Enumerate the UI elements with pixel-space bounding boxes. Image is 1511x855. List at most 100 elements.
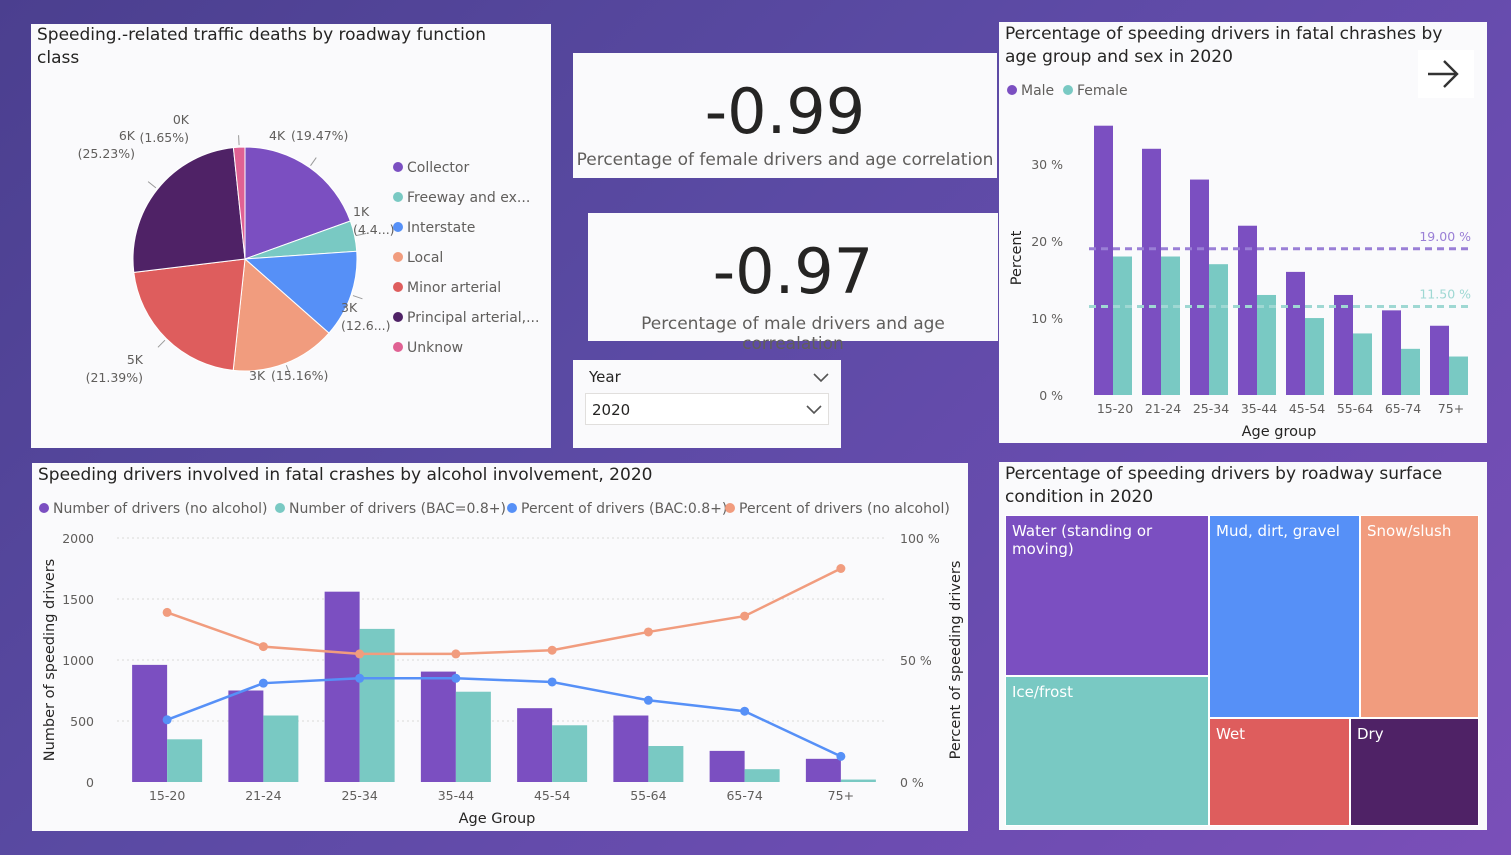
chevron-down-icon[interactable] [806,405,822,415]
agesex-legend-item[interactable]: Male [1007,83,1054,99]
agesex-bar[interactable] [1430,325,1449,395]
agesex-bar[interactable] [1161,256,1180,396]
treemap-cell[interactable]: Snow/slush [1360,515,1479,718]
treemap-cell[interactable]: Wet [1209,718,1350,826]
alcohol-line [166,677,842,758]
pie-legend-item[interactable]: Local [393,250,443,266]
pie-value-label: 6K [119,128,136,143]
treemap-cell[interactable]: Mud, dirt, gravel [1209,515,1360,718]
alcohol-bar[interactable] [167,739,203,782]
pie-slice[interactable] [133,258,246,371]
pie-pct-label: (4.4...) [353,222,395,237]
pie-legend-item[interactable]: Principal arterial,... [393,310,539,326]
alcohol-line-point[interactable] [740,611,750,621]
alcohol-bar[interactable] [805,758,841,782]
alcohol-bar[interactable] [744,769,780,782]
alcohol-panel: Speeding drivers involved in fatal crash… [32,463,968,831]
pie-slice[interactable] [243,250,358,334]
agesex-bar[interactable] [1238,225,1257,395]
legend-dot [393,222,403,232]
alcohol-line-point[interactable] [451,673,461,683]
agesex-bar[interactable] [1401,348,1420,395]
agesex-bar[interactable] [1449,356,1468,395]
pie-pct-label: (1.65%) [140,130,189,145]
year-slicer-header[interactable]: Year [589,366,829,390]
alcohol-legend-item[interactable]: Percent of drivers (no alcohol) [725,501,950,517]
agesex-bar[interactable] [1209,264,1228,395]
treemap-cell[interactable]: Dry [1350,718,1479,826]
agesex-bar[interactable] [1286,271,1305,395]
pie-slice[interactable] [232,146,246,260]
treemap-cell[interactable]: Water (standing or moving) [1005,515,1209,676]
agesex-bar[interactable] [1190,179,1209,395]
alcohol-line-point[interactable] [643,627,653,637]
agesex-bar[interactable] [1334,294,1353,395]
alcohol-legend-item[interactable]: Number of drivers (no alcohol) [39,501,267,517]
alcohol-line-point[interactable] [740,706,750,716]
alcohol-line-point[interactable] [547,677,557,687]
alcohol-line-point[interactable] [643,695,653,705]
alcohol-bar[interactable] [324,591,360,782]
agesex-bar[interactable] [1113,256,1132,396]
x-tick-label: 25-34 [341,788,377,803]
agesex-bar[interactable] [1305,318,1324,395]
chevron-down-icon[interactable] [813,373,829,383]
alcohol-bar[interactable] [228,690,264,783]
alcohol-line-point[interactable] [836,751,846,761]
alcohol-line-point[interactable] [355,649,365,659]
pie-slice[interactable] [232,257,330,372]
x-axis-title: Age group [1242,424,1317,440]
alcohol-bar[interactable] [840,779,876,782]
legend-label: Male [1021,83,1055,99]
alcohol-line-point[interactable] [258,678,268,688]
alcohol-bar[interactable] [709,750,745,782]
alcohol-bar[interactable] [613,715,649,782]
alcohol-line-point[interactable] [836,564,846,573]
x-tick-label: 45-54 [1289,401,1325,416]
alcohol-bar[interactable] [132,664,168,782]
legend-dot [393,312,403,322]
alcohol-bar[interactable] [263,715,299,782]
alcohol-line-point[interactable] [451,649,461,659]
legend-dot [393,282,403,292]
year-dropdown[interactable]: 2020 [585,393,829,425]
pie-slice[interactable] [132,147,246,273]
alcohol-legend-item[interactable]: Number of drivers (BAC=0.8+) [275,501,506,517]
treemap-panel: Percentage of speeding drivers by roadwa… [999,462,1487,830]
treemap-cell[interactable]: Ice/frost [1005,676,1209,826]
alcohol-bar[interactable] [420,671,456,782]
agesex-bar[interactable] [1257,294,1276,395]
alcohol-bar[interactable] [648,746,684,782]
next-arrow-button[interactable] [1418,50,1474,98]
treemap-cell-label: Snow/slush [1367,522,1452,540]
alcohol-line-point[interactable] [355,673,365,683]
agesex-bar[interactable] [1094,125,1113,395]
alcohol-line-point[interactable] [162,607,172,617]
pie-slice[interactable] [244,146,351,260]
alcohol-legend-item[interactable]: Percent of drivers (BAC:0.8+) [507,501,727,517]
alcohol-line-point[interactable] [258,642,268,652]
y-tick-label: 30 % [1031,157,1063,172]
legend-dot [393,192,403,202]
pie-legend-item[interactable]: Minor arterial [393,280,501,296]
pie-panel: Speeding.-related traffic deaths by road… [31,24,551,448]
alcohol-line-point[interactable] [547,645,557,655]
arrow-right-icon [1428,60,1459,88]
pie-legend-item[interactable]: Collector [393,160,469,176]
agesex-bar[interactable] [1382,310,1401,395]
pie-legend-item[interactable]: Freeway and ex... [393,190,530,206]
agesex-bar[interactable] [1353,333,1372,395]
alcohol-bar[interactable] [359,628,395,782]
pie-legend-item[interactable]: Interstate [393,220,475,236]
legend-label: Percent of drivers (no alcohol) [739,501,950,517]
pie-pct-label: (12.6...) [341,318,391,333]
alcohol-bar[interactable] [455,691,491,782]
x-tick-label: 75+ [1438,401,1464,416]
alcohol-bar[interactable] [552,725,588,782]
agesex-legend-item[interactable]: Female [1063,83,1128,99]
alcohol-line-point[interactable] [162,715,172,725]
alcohol-bar[interactable] [517,708,553,782]
pie-legend-item[interactable]: Unknow [393,340,463,356]
agesex-bar[interactable] [1142,148,1161,395]
kpi-male-card: -0.97 Percentage of male drivers and age… [588,213,998,354]
